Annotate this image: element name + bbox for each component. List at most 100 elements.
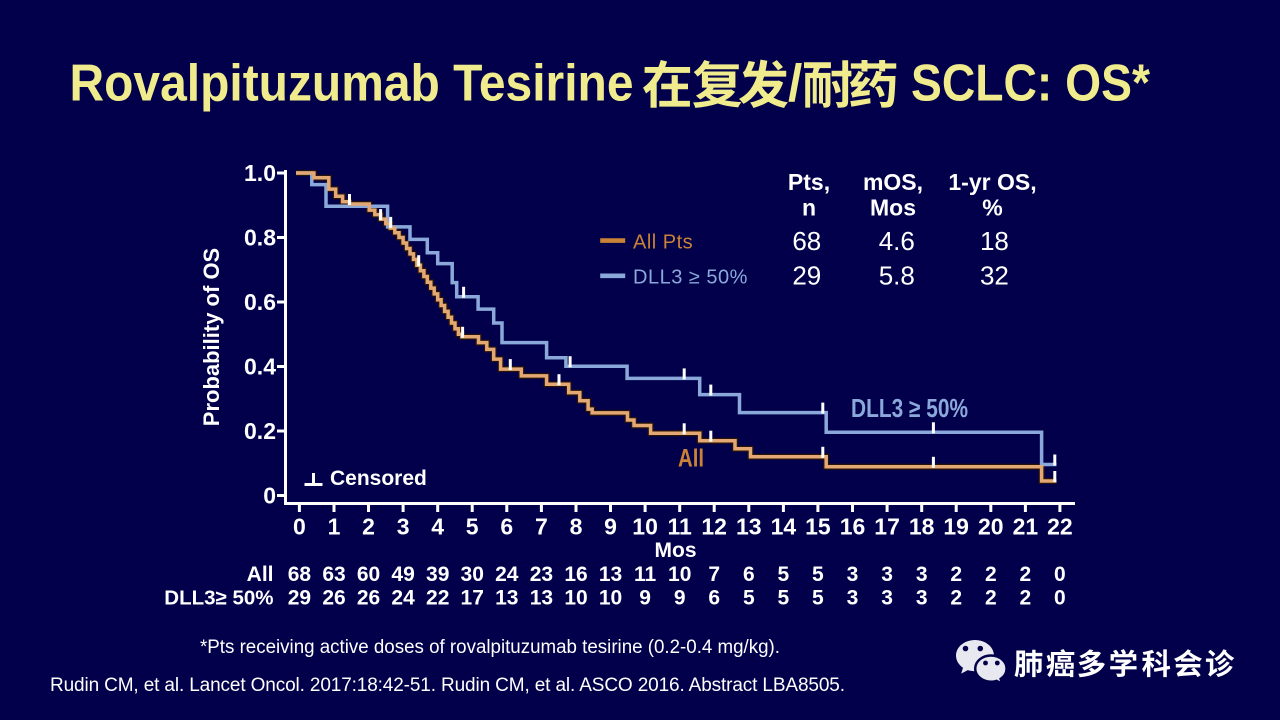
- svg-text:26: 26: [322, 587, 345, 610]
- svg-text:20: 20: [978, 514, 1004, 540]
- svg-text:6: 6: [708, 587, 720, 610]
- svg-text:mOS,: mOS,: [863, 169, 923, 195]
- svg-text:5: 5: [466, 514, 479, 540]
- svg-text:DLL3 ≥ 50%: DLL3 ≥ 50%: [851, 395, 968, 423]
- svg-text:3: 3: [397, 514, 410, 540]
- svg-text:7: 7: [708, 563, 720, 586]
- svg-text:1-yr OS,: 1-yr OS,: [948, 169, 1036, 195]
- svg-text:2: 2: [985, 563, 997, 586]
- svg-text:12: 12: [701, 514, 727, 540]
- svg-text:0.8: 0.8: [244, 225, 276, 251]
- svg-text:5.8: 5.8: [879, 261, 915, 291]
- svg-text:5: 5: [778, 563, 790, 586]
- svg-text:18: 18: [909, 514, 935, 540]
- svg-text:60: 60: [357, 563, 380, 586]
- svg-text:10: 10: [564, 587, 587, 610]
- svg-text:2: 2: [985, 587, 997, 610]
- svg-text:3: 3: [916, 587, 928, 610]
- svg-text:All: All: [247, 563, 274, 586]
- svg-text:4.6: 4.6: [879, 226, 915, 256]
- svg-text:3: 3: [847, 587, 859, 610]
- svg-text:5: 5: [812, 563, 824, 586]
- svg-text:17: 17: [874, 514, 900, 540]
- svg-text:29: 29: [792, 261, 821, 291]
- svg-text:0: 0: [1054, 587, 1066, 610]
- svg-text:0: 0: [293, 514, 306, 540]
- svg-text:9: 9: [604, 514, 617, 540]
- svg-text:*Pts receiving active doses of: *Pts receiving active doses of rovalpitu…: [200, 637, 780, 658]
- svg-text:13: 13: [736, 514, 762, 540]
- svg-text:11: 11: [668, 514, 693, 540]
- svg-text:24: 24: [391, 587, 415, 610]
- svg-text:39: 39: [426, 563, 449, 586]
- svg-text:68: 68: [288, 563, 312, 586]
- svg-text:11: 11: [634, 563, 657, 586]
- svg-text:19: 19: [943, 514, 969, 540]
- svg-text:15: 15: [805, 514, 831, 540]
- svg-text:6: 6: [743, 563, 755, 586]
- svg-text:DLL3≥ 50%: DLL3≥ 50%: [164, 587, 273, 610]
- svg-text:0.2: 0.2: [244, 418, 276, 444]
- svg-text:18: 18: [980, 226, 1009, 256]
- svg-text:All: All: [678, 444, 704, 472]
- svg-text:22: 22: [426, 587, 449, 610]
- svg-text:26: 26: [357, 587, 380, 610]
- svg-text:/: /: [788, 54, 802, 112]
- svg-text:5: 5: [812, 587, 824, 610]
- svg-text:1.0: 1.0: [244, 160, 276, 186]
- svg-text:63: 63: [322, 563, 345, 586]
- svg-text:Mos: Mos: [870, 195, 916, 221]
- svg-text:3: 3: [916, 563, 928, 586]
- svg-text:Censored: Censored: [330, 467, 427, 490]
- svg-text:13: 13: [495, 587, 518, 610]
- svg-text:0.6: 0.6: [244, 289, 276, 315]
- svg-text:%: %: [982, 195, 1002, 221]
- svg-text:68: 68: [792, 226, 821, 256]
- svg-text:Probability of OS: Probability of OS: [199, 248, 224, 426]
- svg-text:Mos: Mos: [655, 539, 697, 562]
- svg-text:All Pts: All Pts: [633, 232, 693, 254]
- svg-text:16: 16: [564, 563, 587, 586]
- svg-text:n: n: [802, 195, 816, 221]
- svg-text:10: 10: [632, 514, 658, 540]
- svg-text:49: 49: [391, 563, 414, 586]
- svg-text:9: 9: [674, 587, 686, 610]
- svg-text:8: 8: [570, 514, 583, 540]
- svg-text:16: 16: [840, 514, 866, 540]
- svg-text:3: 3: [881, 563, 893, 586]
- svg-text:6: 6: [500, 514, 513, 540]
- svg-text:10: 10: [668, 563, 691, 586]
- svg-text:3: 3: [847, 563, 859, 586]
- svg-text:2: 2: [1020, 563, 1032, 586]
- svg-text:Rudin CM, et al. Lancet Oncol: Rudin CM, et al. Lancet Oncol. 2017:18:4…: [50, 675, 845, 696]
- svg-text:3: 3: [881, 587, 893, 610]
- svg-text:1: 1: [328, 514, 341, 540]
- svg-text:29: 29: [288, 587, 311, 610]
- svg-text:0: 0: [1054, 563, 1066, 586]
- svg-text:14: 14: [771, 514, 797, 540]
- svg-text:0: 0: [263, 483, 276, 509]
- svg-text:24: 24: [495, 563, 519, 586]
- svg-text:30: 30: [461, 563, 484, 586]
- svg-text:Rovalpituzumab Tesirine: Rovalpituzumab Tesirine: [70, 54, 634, 112]
- svg-text:0.4: 0.4: [244, 354, 276, 380]
- svg-text:17: 17: [461, 587, 484, 610]
- svg-text:32: 32: [980, 261, 1009, 291]
- svg-text:21: 21: [1013, 514, 1039, 540]
- svg-text:5: 5: [743, 587, 755, 610]
- svg-text:5: 5: [778, 587, 790, 610]
- svg-text:2: 2: [950, 587, 962, 610]
- svg-text:2: 2: [362, 514, 375, 540]
- svg-text:22: 22: [1047, 514, 1073, 540]
- svg-text:13: 13: [599, 563, 622, 586]
- svg-text:9: 9: [639, 587, 651, 610]
- svg-text:4: 4: [431, 514, 444, 540]
- svg-text:2: 2: [950, 563, 962, 586]
- svg-text:23: 23: [530, 563, 553, 586]
- svg-text:2: 2: [1020, 587, 1032, 610]
- svg-text:SCLC: OS*: SCLC: OS*: [911, 54, 1150, 112]
- svg-text:13: 13: [530, 587, 553, 610]
- svg-text:10: 10: [599, 587, 622, 610]
- svg-text:Pts,: Pts,: [788, 169, 830, 195]
- svg-text:DLL3 ≥ 50%: DLL3 ≥ 50%: [633, 267, 748, 289]
